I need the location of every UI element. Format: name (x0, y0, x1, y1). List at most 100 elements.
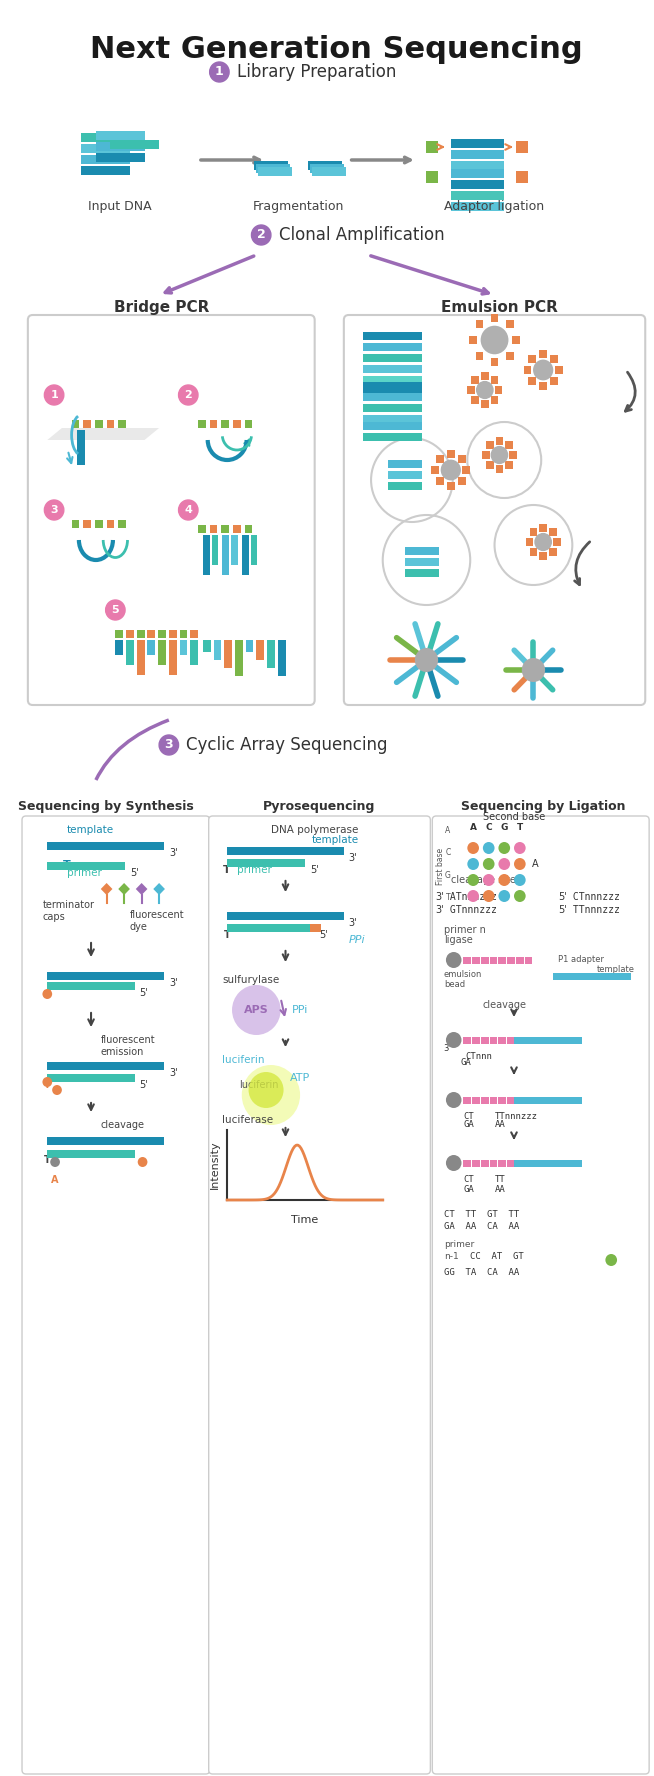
Bar (472, 1098, 480, 1105)
Circle shape (498, 890, 510, 902)
FancyBboxPatch shape (209, 815, 430, 1774)
Text: n-1: n-1 (444, 1252, 458, 1261)
Text: A: A (309, 931, 317, 940)
Bar (363, 366, 422, 373)
Bar (498, 1037, 506, 1044)
Bar (481, 1160, 489, 1167)
FancyBboxPatch shape (512, 336, 520, 345)
Circle shape (481, 325, 508, 353)
Circle shape (179, 501, 198, 520)
Text: Second base: Second base (483, 812, 545, 822)
Circle shape (43, 989, 52, 998)
Circle shape (491, 446, 508, 464)
Bar (481, 957, 489, 964)
Circle shape (535, 533, 551, 551)
FancyBboxPatch shape (472, 377, 479, 384)
Bar (508, 957, 515, 964)
Text: primer: primer (67, 868, 101, 877)
Bar (47, 1074, 135, 1082)
Bar (498, 957, 506, 964)
Text: terminator: terminator (43, 900, 94, 909)
Text: Adaptor ligation: Adaptor ligation (445, 201, 545, 213)
Bar (363, 416, 422, 423)
Bar (126, 639, 134, 664)
Polygon shape (118, 883, 130, 895)
Bar (210, 419, 217, 428)
Circle shape (138, 1156, 147, 1167)
Bar (363, 403, 422, 412)
FancyBboxPatch shape (81, 144, 130, 153)
Text: P1 adapter: P1 adapter (558, 955, 604, 964)
FancyBboxPatch shape (540, 524, 547, 533)
Bar (158, 639, 166, 664)
FancyBboxPatch shape (22, 815, 210, 1774)
Circle shape (468, 842, 479, 854)
FancyBboxPatch shape (549, 549, 557, 556)
Bar (405, 568, 439, 577)
Circle shape (232, 986, 281, 1035)
Circle shape (50, 1156, 60, 1167)
Bar (47, 971, 164, 980)
Circle shape (533, 359, 553, 380)
FancyBboxPatch shape (486, 462, 494, 469)
Text: CTnnn: CTnnn (466, 1051, 492, 1060)
Bar (227, 913, 344, 920)
Bar (210, 526, 217, 533)
FancyBboxPatch shape (505, 440, 513, 449)
FancyBboxPatch shape (490, 359, 498, 366)
Text: DNA polymerase: DNA polymerase (271, 826, 358, 835)
Circle shape (468, 890, 479, 902)
Bar (83, 520, 91, 527)
FancyBboxPatch shape (436, 478, 443, 485)
Text: 5': 5' (558, 892, 566, 902)
Text: dye: dye (130, 922, 148, 932)
Circle shape (476, 380, 494, 400)
Bar (137, 639, 145, 675)
FancyBboxPatch shape (458, 455, 466, 464)
Bar (203, 535, 210, 575)
Circle shape (468, 858, 479, 870)
Text: AA: AA (494, 1121, 506, 1130)
Bar (221, 526, 229, 533)
Bar (221, 419, 229, 428)
FancyBboxPatch shape (451, 202, 504, 211)
Text: primer: primer (444, 1240, 474, 1249)
FancyBboxPatch shape (524, 366, 532, 375)
Text: ligase: ligase (444, 934, 473, 945)
FancyBboxPatch shape (506, 352, 513, 359)
FancyBboxPatch shape (258, 167, 292, 176)
FancyBboxPatch shape (458, 478, 466, 485)
Circle shape (252, 226, 271, 245)
Text: 5: 5 (112, 606, 119, 614)
FancyBboxPatch shape (490, 314, 498, 321)
Text: Next Generation Sequencing: Next Generation Sequencing (90, 36, 582, 64)
Bar (481, 1098, 489, 1105)
Text: C: C (485, 824, 492, 833)
Circle shape (498, 842, 510, 854)
FancyBboxPatch shape (475, 352, 483, 359)
FancyBboxPatch shape (451, 139, 504, 147)
Text: CT  TT  GT  TT: CT TT GT TT (444, 1209, 519, 1218)
Circle shape (483, 874, 494, 886)
Text: cleavage: cleavage (482, 1000, 526, 1011)
FancyBboxPatch shape (505, 462, 513, 469)
Bar (464, 1160, 472, 1167)
Circle shape (441, 460, 460, 480)
Text: Cyclic Array Sequencing: Cyclic Array Sequencing (186, 735, 388, 755)
Text: 3': 3' (169, 847, 177, 858)
Bar (227, 924, 315, 932)
Bar (363, 387, 422, 394)
Text: template: template (67, 826, 114, 835)
Bar (363, 332, 422, 339)
Bar (118, 520, 126, 527)
FancyBboxPatch shape (462, 465, 470, 474)
Circle shape (242, 1066, 300, 1124)
Text: 1: 1 (215, 66, 224, 78)
Bar (363, 392, 422, 401)
Bar (115, 639, 123, 655)
Text: ATnnnzzz: ATnnnzzz (444, 892, 497, 902)
Bar (115, 630, 123, 638)
Bar (190, 630, 198, 638)
Circle shape (514, 890, 526, 902)
Bar (514, 1098, 582, 1105)
